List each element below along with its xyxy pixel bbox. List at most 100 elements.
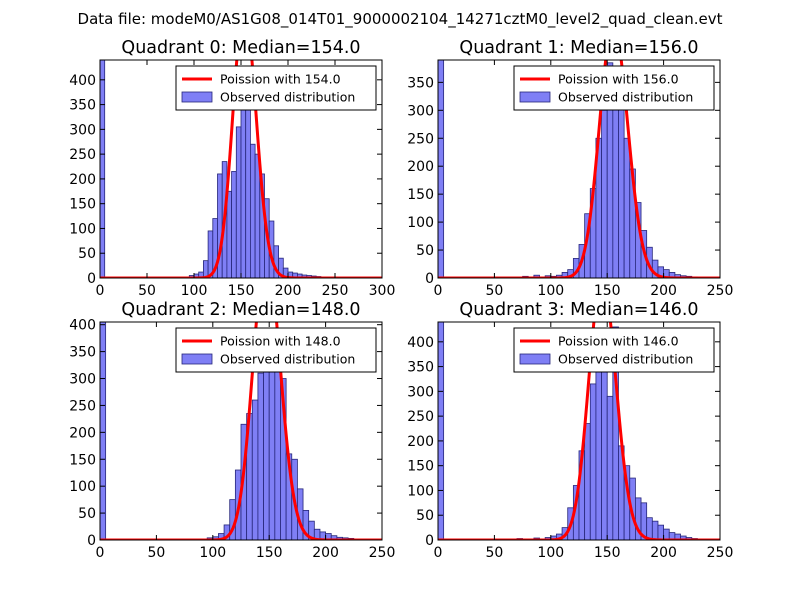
quadrant-0-xtick-label-3: 150: [228, 283, 255, 299]
quadrant-2-ytick-label-8: 400: [69, 318, 96, 334]
quadrant-0-bar-0: [100, 60, 106, 278]
quadrant-3-poisson-curve: [438, 322, 720, 540]
quadrant-0-ytick-label-0: 0: [87, 271, 96, 287]
quadrant-3-xtick-label-4: 200: [650, 545, 677, 561]
figure-title: Data file: modeM0/AS1G08_014T01_90000021…: [78, 10, 723, 29]
quadrant-3-ytick-label-8: 400: [407, 335, 434, 351]
quadrant-2-xtick-label-5: 250: [369, 545, 396, 561]
quadrant-0-bar-5: [207, 230, 214, 278]
quadrant-3-bar-13: [601, 371, 608, 540]
quadrant-3-ytick-label-7: 350: [407, 360, 434, 376]
quadrant-1-ytick-label-0: 0: [425, 271, 434, 287]
quadrant-2-ytick-label-0: 0: [87, 533, 96, 549]
quadrant-2-ytick-label-1: 50: [78, 506, 96, 522]
quadrant-2-xtick-label-2: 100: [199, 545, 226, 561]
quadrant-1-legend-box: [513, 65, 715, 111]
quadrant-3-bar-21: [646, 517, 653, 540]
quadrant-1-ytick-label-7: 350: [407, 75, 434, 91]
quadrant-2-bar-10: [257, 372, 264, 540]
quadrant-0-bar-10: [231, 171, 237, 278]
quadrant-2-ytick-label-3: 150: [69, 452, 96, 468]
quadrant-1-ytick-label-4: 200: [407, 159, 434, 175]
quadrant-1-bar-16: [618, 98, 625, 278]
quadrant-1-xtick-label-5: 250: [707, 283, 734, 299]
quadrant-0-legend-label-observed: Observed distribution: [220, 90, 355, 105]
quadrant-0-plot: Quadrant 0: Median=154.0 0 50 100 150 200 250 3…: [69, 38, 396, 299]
quadrant-1-legend-bar-swatch: [519, 91, 551, 103]
quadrant-0-legend-label-fit: Poission with 154.0: [220, 72, 341, 87]
quadrant-2-ytick-label-6: 300: [69, 372, 96, 388]
quadrant-2-xtick-label-0: 0: [96, 545, 105, 561]
quadrant-1-bar-0: [438, 60, 445, 278]
quadrant-0-bar-9: [226, 190, 232, 278]
quadrant-0-ytick-label-2: 100: [69, 221, 96, 237]
quadrant-3-bar-24: [663, 528, 670, 540]
quadrant-3-bar-10: [584, 423, 591, 540]
quadrant-0-ytick-label-4: 200: [69, 172, 96, 188]
quadrant-2-legend-label-observed: Observed distribution: [220, 352, 355, 367]
quadrant-2-legend: Poission with 148.0 Observed distribution: [175, 327, 377, 373]
quadrant-3-legend-box: [513, 327, 715, 373]
quadrant-1-legend: Poission with 156.0 Observed distribution: [513, 65, 715, 111]
quadrant-0-xtick-label-5: 250: [322, 283, 349, 299]
quadrant-1-ytick-label-6: 300: [407, 103, 434, 119]
quadrant-2-legend-label-fit: Poission with 148.0: [220, 334, 341, 349]
quadrant-2-plot: Quadrant 2: Median=148.0 0 50 100 150 200 250 0…: [69, 300, 396, 561]
quadrant-0-xtick-label-4: 200: [275, 283, 302, 299]
quadrant-2-bar-13: [274, 356, 281, 540]
quadrant-1-xtick-label-4: 200: [650, 283, 677, 299]
quadrant-1-legend-label-fit: Poission with 156.0: [558, 72, 679, 87]
quadrant-3-bar-12: [595, 351, 602, 540]
quadrant-0-ytick-label-3: 150: [69, 197, 96, 213]
quadrant-2-xtick-label-4: 200: [312, 545, 339, 561]
quadrant-1-axes-frame: [437, 59, 721, 279]
quadrant-3-xtick-label-5: 250: [707, 545, 734, 561]
quadrant-0-ytick-label-1: 50: [78, 246, 96, 262]
quadrant-0-xtick-label-6: 300: [369, 283, 396, 299]
quadrant-3-ytick-label-6: 300: [407, 384, 434, 400]
quadrant-2-bar-0: [100, 322, 107, 540]
quadrant-3-title: Quadrant 3: Median=146.0: [459, 300, 698, 320]
quadrant-1-bar-13: [601, 109, 608, 278]
quadrant-3-xtick-label-0: 0: [434, 545, 443, 561]
quadrant-1-xtick-label-2: 100: [537, 283, 564, 299]
quadrant-3-ytick-label-5: 250: [407, 409, 434, 425]
quadrant-1-ytick-label-2: 100: [407, 215, 434, 231]
quadrant-3-legend-label-fit: Poission with 146.0: [558, 334, 679, 349]
quadrant-2-ytick-label-7: 350: [69, 345, 96, 361]
quadrant-2-legend-bar-swatch: [181, 353, 213, 365]
quadrant-3-legend: Poission with 146.0 Observed distribution: [513, 327, 715, 373]
quadrant-3-xtick-label-2: 100: [537, 545, 564, 561]
quadrant-2-ytick-label-2: 100: [69, 479, 96, 495]
quadrant-3-bar-14: [606, 395, 614, 540]
quadrant-3-ytick-label-4: 200: [407, 434, 434, 450]
quadrant-2-ytick-label-5: 250: [69, 398, 96, 414]
quadrant-0-legend-box: [175, 65, 377, 111]
quadrant-0-xtick-label-0: 0: [96, 283, 105, 299]
quadrant-3-ytick-label-0: 0: [425, 533, 434, 549]
quadrant-1-bar-17: [623, 137, 631, 278]
quadrant-0-legend: Poission with 154.0 Observed distribution: [175, 65, 377, 111]
quadrant-3-bar-15: [612, 326, 619, 540]
subplots-container: Quadrant 0: Median=154.0 0 50 100 150 200 250 3…: [69, 38, 734, 561]
quadrant-3-legend-label-observed: Observed distribution: [558, 352, 693, 367]
quadrant-1-xtick-label-1: 50: [485, 283, 503, 299]
quadrant-2-legend-box: [175, 327, 377, 373]
quadrant-2-title: Quadrant 2: Median=148.0: [121, 300, 360, 320]
quadrant-2-xtick-label-3: 150: [256, 545, 283, 561]
quadrant-0-bars: [100, 60, 341, 278]
quadrant-3-ytick-label-2: 100: [407, 483, 434, 499]
quadrant-3-xtick-label-1: 50: [485, 545, 503, 561]
quadrant-3-bar-0: [438, 322, 445, 540]
quadrant-2-axes-frame: [99, 321, 383, 541]
quadrant-1-ytick-label-5: 250: [407, 131, 434, 147]
quadrant-1-plot: Quadrant 1: Median=156.0 0 50 100 150 200 250 0…: [407, 38, 734, 299]
quadrant-0-xtick-label-2: 100: [181, 283, 208, 299]
quadrant-0-ytick-label-7: 350: [69, 98, 96, 114]
quadrant-3-bar-22: [651, 520, 659, 540]
quadrant-1-legend-label-observed: Observed distribution: [558, 90, 693, 105]
quadrant-0-legend-bar-swatch: [181, 91, 213, 103]
quadrant-3-plot: Quadrant 3: Median=146.0 0 50 100 150 200 250 0…: [407, 300, 734, 561]
quadrant-3-legend-bar-swatch: [519, 353, 551, 365]
